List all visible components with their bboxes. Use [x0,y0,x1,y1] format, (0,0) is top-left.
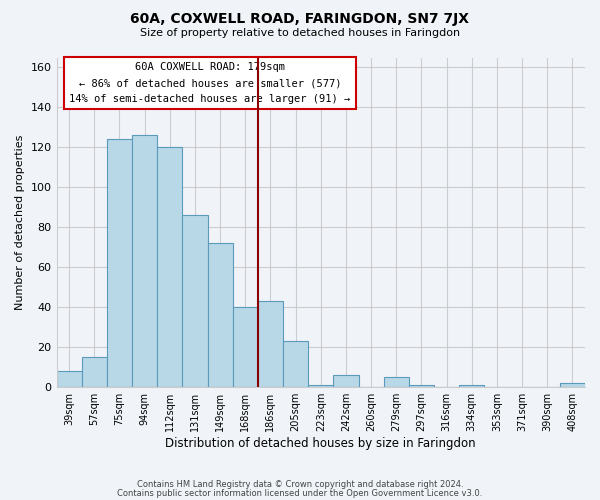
Bar [56,371,82,387]
Bar [157,148,182,387]
Bar [82,357,107,387]
Bar [560,383,585,387]
Bar [182,216,208,387]
Text: 60A, COXWELL ROAD, FARINGDON, SN7 7JX: 60A, COXWELL ROAD, FARINGDON, SN7 7JX [131,12,470,26]
Bar [132,136,157,387]
Text: Size of property relative to detached houses in Faringdon: Size of property relative to detached ho… [140,28,460,38]
Y-axis label: Number of detached properties: Number of detached properties [15,134,25,310]
Bar [107,140,132,387]
Bar [233,308,258,387]
Bar [258,302,283,387]
Text: Contains HM Land Registry data © Crown copyright and database right 2024.: Contains HM Land Registry data © Crown c… [137,480,463,489]
Bar [409,385,434,387]
Bar [459,385,484,387]
X-axis label: Distribution of detached houses by size in Faringdon: Distribution of detached houses by size … [166,437,476,450]
Bar [283,341,308,387]
Bar [334,375,359,387]
Text: Contains public sector information licensed under the Open Government Licence v3: Contains public sector information licen… [118,489,482,498]
Bar [383,377,409,387]
Text: 60A COXWELL ROAD: 179sqm
← 86% of detached houses are smaller (577)
14% of semi-: 60A COXWELL ROAD: 179sqm ← 86% of detach… [69,62,350,104]
Bar [308,385,334,387]
Bar [208,244,233,387]
